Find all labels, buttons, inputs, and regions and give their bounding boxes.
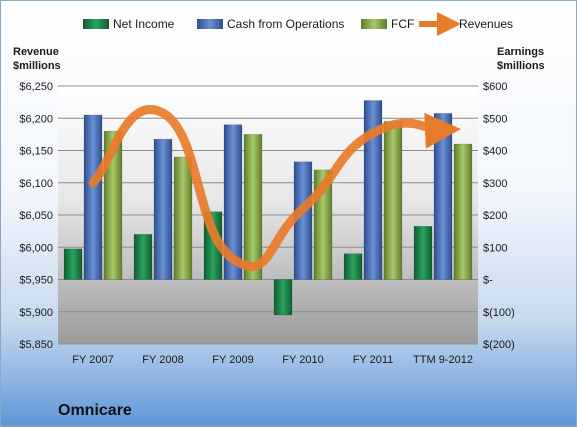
category-label: FY 2010	[282, 354, 323, 366]
category-labels: FY 2007 FY 2008 FY 2009 FY 2010 FY 2011 TTM 9…	[72, 354, 473, 366]
right-tick-label: $300	[483, 178, 507, 190]
category-label: FY 2011	[353, 354, 394, 366]
right-tick-label: $400	[483, 146, 507, 158]
bar-cash-from-operations[interactable]	[83, 114, 103, 280]
legend-swatch-cash-from-operations	[197, 19, 223, 29]
left-tick-label: $6,200	[19, 113, 53, 125]
bar-fcf[interactable]	[383, 121, 403, 280]
right-axis-ticks: $(200) $(100) $- $100 $200 $300 $400 $500 $600	[483, 81, 515, 351]
legend-item-net-income[interactable]: Net Income	[83, 17, 175, 31]
left-tick-label: $5,950	[19, 275, 53, 287]
bar-net-income[interactable]	[343, 253, 363, 280]
legend: Net Income Cash from Operations FCF Reve…	[83, 12, 513, 36]
category-label: FY 2007	[72, 354, 113, 366]
bars	[63, 100, 473, 316]
legend-swatch-fcf	[361, 19, 387, 29]
bar-cash-from-operations[interactable]	[153, 138, 173, 280]
left-tick-label: $6,050	[19, 210, 53, 222]
right-tick-label: $(200)	[483, 339, 515, 351]
bar-cash-from-operations[interactable]	[433, 113, 453, 280]
left-axis-title-line2: $millions	[13, 60, 61, 72]
right-axis-title-line1: Earnings	[497, 46, 544, 58]
category-label: TTM 9-2012	[413, 354, 473, 366]
legend-item-revenues[interactable]: Revenues	[419, 12, 513, 36]
bar-cash-from-operations[interactable]	[363, 100, 383, 280]
left-tick-label: $5,900	[19, 307, 53, 319]
bar-cash-from-operations[interactable]	[223, 124, 243, 280]
bar-fcf[interactable]	[103, 130, 123, 280]
legend-item-cash-from-operations[interactable]: Cash from Operations	[197, 17, 344, 31]
bar-fcf[interactable]	[453, 143, 473, 280]
legend-label-fcf: FCF	[391, 17, 414, 31]
left-tick-label: $5,850	[19, 339, 53, 351]
right-tick-label: $-	[483, 275, 493, 287]
left-tick-label: $6,250	[19, 81, 53, 93]
series-line-revenues[interactable]	[88, 105, 461, 271]
bar-net-income[interactable]	[133, 234, 153, 280]
legend-label-net-income: Net Income	[113, 17, 175, 31]
right-tick-label: $(100)	[483, 307, 515, 319]
bar-net-income[interactable]	[63, 248, 83, 280]
right-axis-title-line2: $millions	[497, 60, 545, 72]
legend-label-cash-from-operations: Cash from Operations	[227, 17, 344, 31]
legend-item-fcf[interactable]: FCF	[361, 17, 414, 31]
legend-label-revenues: Revenues	[459, 17, 513, 31]
bar-net-income[interactable]	[273, 279, 293, 316]
right-tick-label: $200	[483, 210, 507, 222]
right-tick-label: $100	[483, 242, 507, 254]
bar-net-income[interactable]	[413, 226, 433, 280]
left-tick-label: $6,150	[19, 146, 53, 158]
bar-fcf[interactable]	[173, 156, 193, 280]
revenues-line-group	[88, 105, 461, 271]
category-label: FY 2008	[142, 354, 183, 366]
left-axis-title-line1: Revenue	[13, 46, 59, 58]
bar-fcf[interactable]	[243, 134, 263, 280]
right-tick-label: $600	[483, 81, 507, 93]
category-label: FY 2009	[212, 354, 253, 366]
left-tick-label: $6,100	[19, 178, 53, 190]
legend-swatch-net-income	[83, 19, 109, 29]
left-tick-label: $6,000	[19, 242, 53, 254]
right-tick-label: $500	[483, 113, 507, 125]
left-axis-ticks: $5,850 $5,900 $5,950 $6,000 $6,050 $6,100 $6,1…	[19, 81, 53, 351]
company-name: Omnicare	[58, 402, 132, 419]
